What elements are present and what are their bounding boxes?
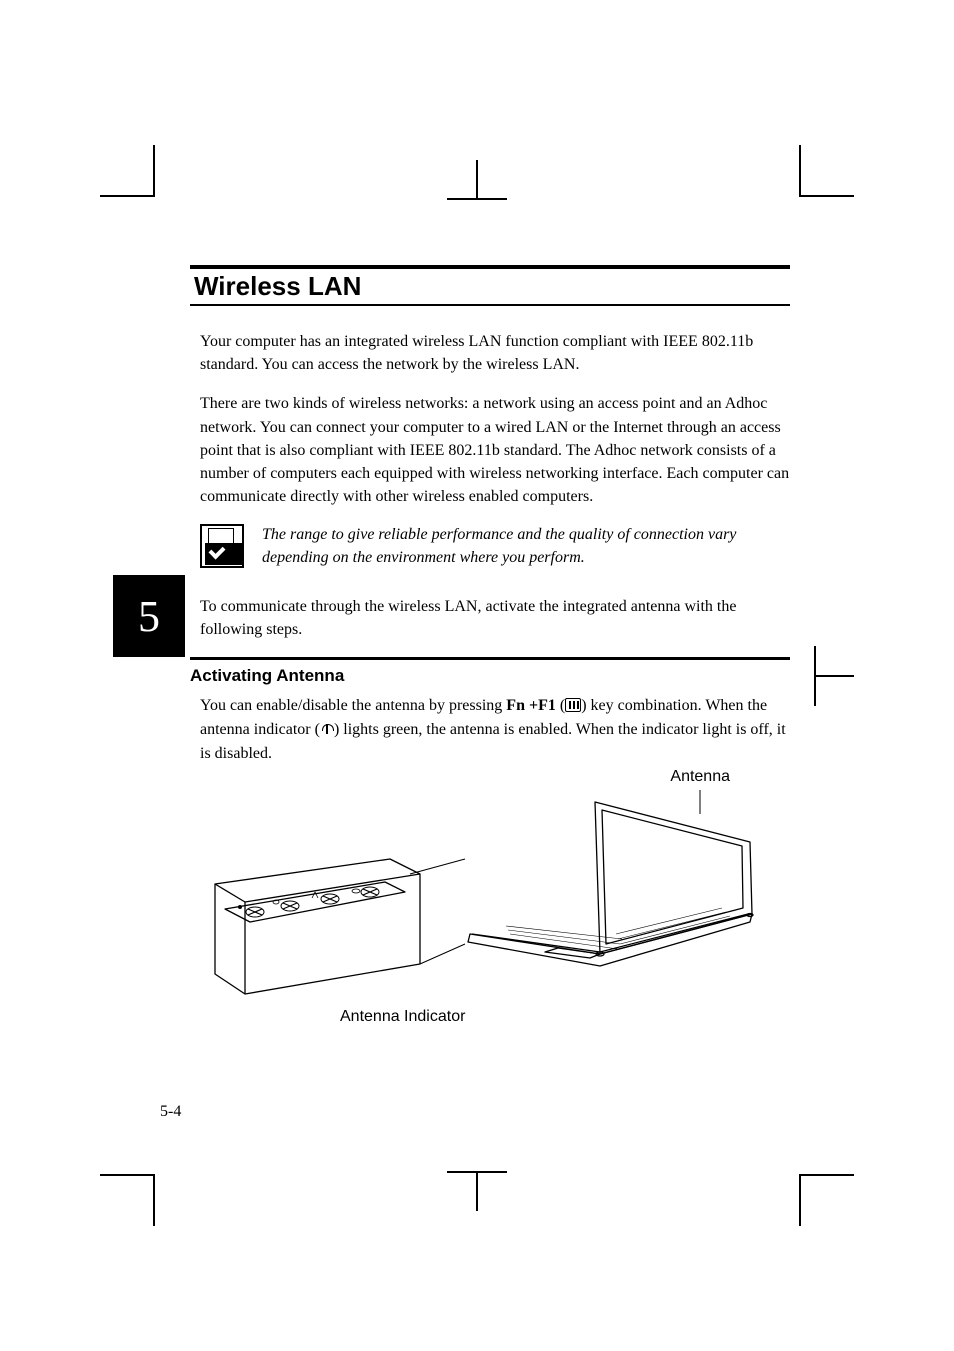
- crop-mark: [799, 145, 801, 197]
- crop-mark: [799, 1174, 801, 1226]
- page-number: 5-4: [160, 1103, 181, 1121]
- page-content: Wireless LAN Your computer has an integr…: [190, 265, 790, 1024]
- page-title: Wireless LAN: [190, 265, 790, 306]
- subsection: Activating Antenna You can enable/disabl…: [190, 657, 790, 1024]
- figure: Antenna: [210, 774, 770, 1024]
- registration-mark: [447, 160, 507, 220]
- activating-paragraph: You can enable/disable the antenna by pr…: [190, 694, 790, 766]
- intro-paragraph-3: To communicate through the wireless LAN,…: [190, 595, 790, 641]
- crop-mark: [153, 145, 155, 197]
- subheading: Activating Antenna: [190, 666, 790, 686]
- fn-key-icon: [565, 698, 581, 712]
- crop-mark: [799, 1174, 854, 1176]
- indicator-panel-illustration: [210, 854, 470, 1004]
- registration-mark: [447, 1151, 507, 1211]
- intro-paragraph-2: There are two kinds of wireless networks…: [190, 392, 790, 508]
- text-b: (: [556, 697, 565, 714]
- note-block: The range to give reliable performance a…: [190, 524, 790, 569]
- text-a: You can enable/disable the antenna by pr…: [200, 697, 506, 714]
- rule: [190, 657, 790, 660]
- note-icon: [200, 524, 244, 568]
- crop-mark: [799, 195, 854, 197]
- indicator-caption: Antenna Indicator: [340, 1008, 465, 1026]
- crop-mark: [100, 195, 155, 197]
- chapter-number: 5: [138, 591, 160, 642]
- intro-paragraph-1: Your computer has an integrated wireless…: [190, 330, 790, 376]
- laptop-illustration: [450, 784, 770, 994]
- crop-mark: [153, 1174, 155, 1226]
- chapter-tab: 5: [113, 575, 185, 657]
- registration-mark: [794, 646, 854, 706]
- key-combo: Fn +F1: [506, 697, 556, 714]
- antenna-indicator-icon: [320, 722, 334, 736]
- note-text: The range to give reliable performance a…: [262, 524, 790, 569]
- crop-mark: [100, 1174, 155, 1176]
